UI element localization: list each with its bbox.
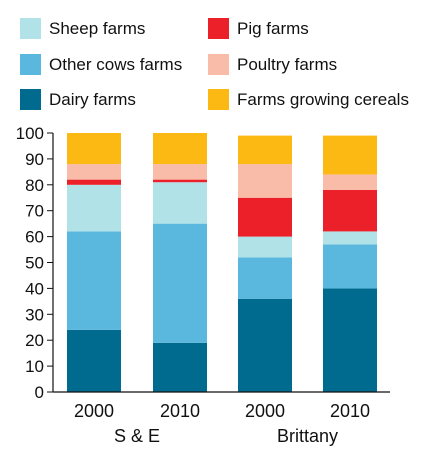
legend-swatch-poultry-farms: [208, 54, 229, 75]
x-group-label: S & E: [114, 426, 160, 446]
y-tick-label: 80: [25, 176, 44, 195]
bar-segment-farms-growing-cereals: [153, 133, 207, 165]
y-tick-label: 100: [16, 124, 44, 143]
bar-segment-dairy-farms: [323, 288, 377, 392]
legend-swatch-other-cows-farms: [20, 54, 41, 75]
y-tick-label: 10: [25, 357, 44, 376]
y-tick-label: 50: [25, 254, 44, 273]
legend-swatch-sheep-farms: [20, 18, 41, 39]
bar-segment-poultry-farms: [153, 164, 207, 180]
legend-label-dairy-farms: Dairy farms: [49, 90, 136, 109]
x-tick-label: 2000: [74, 401, 114, 421]
bar-segment-dairy-farms: [67, 329, 121, 392]
legend-swatch-farms-growing-cereals: [208, 89, 229, 110]
legend: Sheep farms Pig farms Other cows farms Poul…: [20, 18, 409, 110]
bar-stack: [67, 133, 121, 392]
bars: [67, 133, 377, 392]
bar-segment-pig-farms: [323, 189, 377, 232]
y-tick-label: 60: [25, 228, 44, 247]
bar-segment-pig-farms: [67, 179, 121, 185]
bar-segment-sheep-farms: [67, 184, 121, 232]
bar-segment-dairy-farms: [238, 298, 292, 392]
x-group-label: Brittany: [277, 426, 338, 446]
bar-segment-pig-farms: [238, 197, 292, 237]
legend-label-farms-growing-cereals: Farms growing cereals: [237, 90, 409, 109]
legend-label-poultry-farms: Poultry farms: [237, 55, 337, 74]
bar-segment-dairy-farms: [153, 342, 207, 392]
legend-swatch-pig-farms: [208, 18, 229, 39]
legend-label-sheep-farms: Sheep farms: [49, 19, 145, 38]
bar-stack: [153, 133, 207, 392]
bar-segment-farms-growing-cereals: [323, 135, 377, 175]
y-tick-label: 0: [35, 383, 44, 402]
x-tick-label: 2010: [160, 401, 200, 421]
bar-segment-other-cows-farms: [67, 231, 121, 330]
bar-segment-farms-growing-cereals: [67, 133, 121, 165]
y-axis: 0 10 20 30 40 50 60 70 80 90 100: [16, 124, 54, 402]
x-tick-label: 2010: [330, 401, 370, 421]
bar-segment-other-cows-farms: [153, 223, 207, 343]
bar-segment-sheep-farms: [153, 182, 207, 224]
bar-stack: [323, 135, 377, 392]
y-tick-label: 90: [25, 150, 44, 169]
y-tick-label: 20: [25, 331, 44, 350]
y-tick-label: 30: [25, 305, 44, 324]
bar-stack: [238, 135, 292, 392]
legend-label-pig-farms: Pig farms: [237, 19, 309, 38]
bar-segment-poultry-farms: [238, 164, 292, 198]
y-tick-label: 70: [25, 202, 44, 221]
bar-segment-sheep-farms: [323, 231, 377, 245]
y-tick-label: 40: [25, 279, 44, 298]
bar-segment-poultry-farms: [67, 164, 121, 180]
bar-segment-sheep-farms: [238, 236, 292, 258]
bar-segment-other-cows-farms: [323, 244, 377, 289]
bar-segment-other-cows-farms: [238, 257, 292, 299]
legend-label-other-cows-farms: Other cows farms: [49, 55, 182, 74]
bar-segment-farms-growing-cereals: [238, 135, 292, 165]
bar-segment-pig-farms: [153, 179, 207, 183]
legend-swatch-dairy-farms: [20, 89, 41, 110]
x-tick-label: 2000: [245, 401, 285, 421]
bar-segment-poultry-farms: [323, 174, 377, 190]
